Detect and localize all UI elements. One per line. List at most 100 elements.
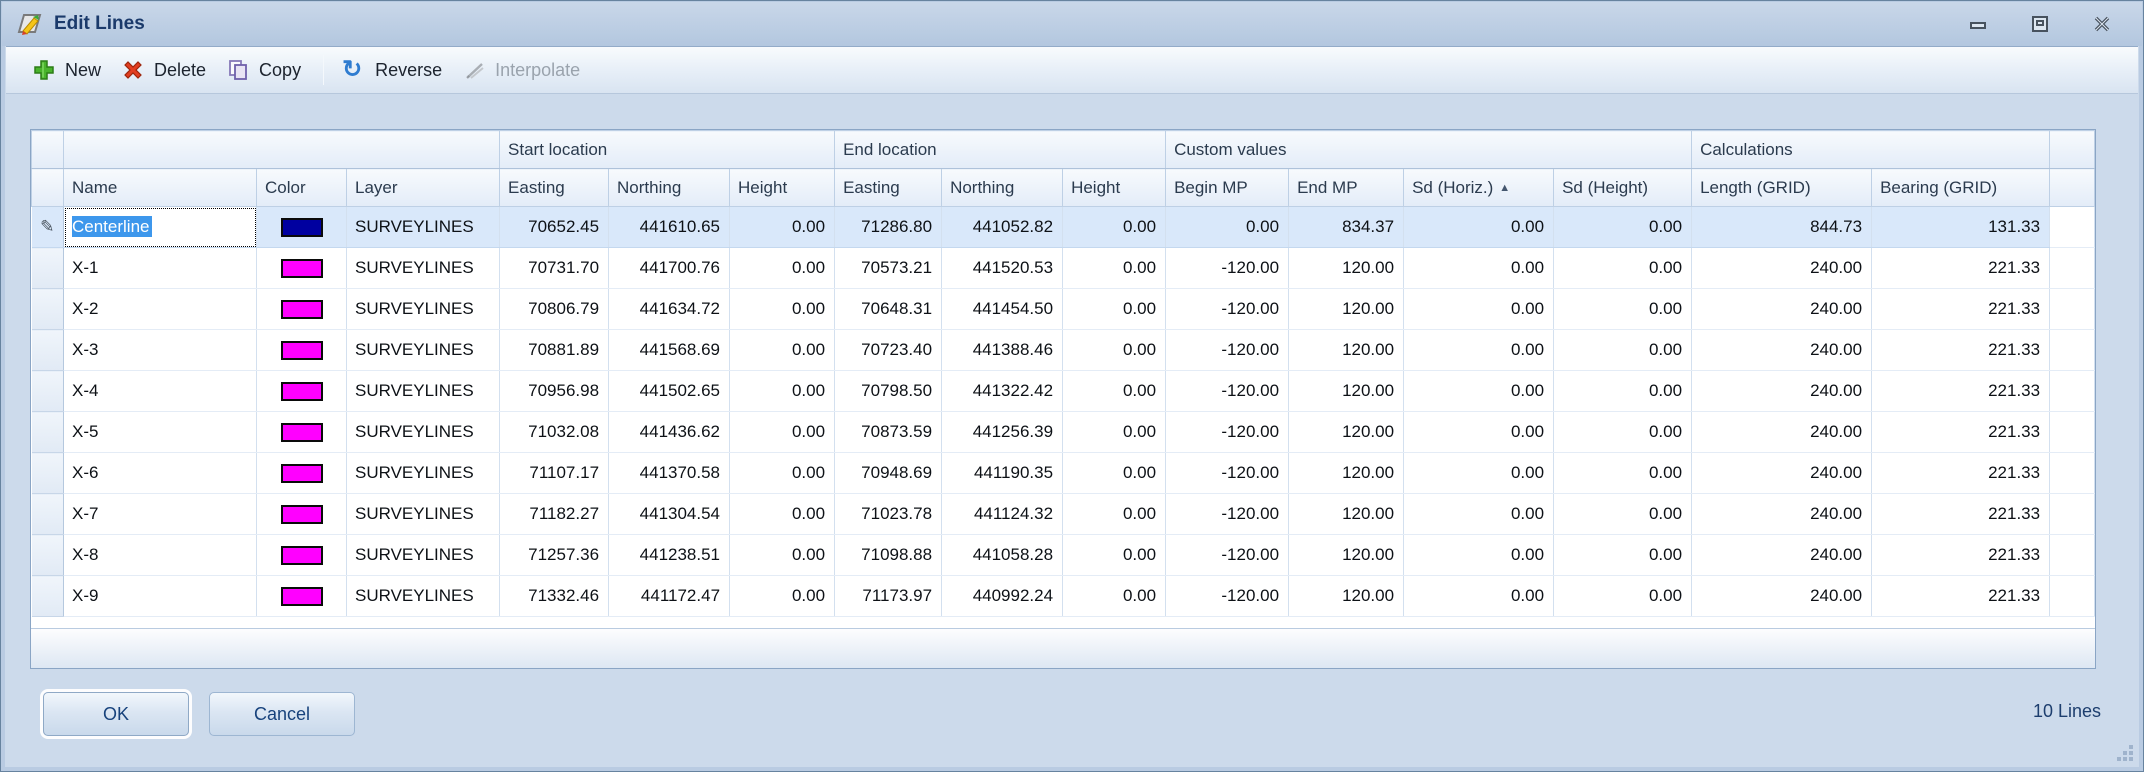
- table-row[interactable]: X-6 SURVEYLINES 71107.17 441370.58 0.00 …: [31, 452, 2095, 494]
- sd-height-cell[interactable]: 0.00: [1553, 452, 1693, 494]
- end-northing-cell[interactable]: 441520.53: [941, 247, 1064, 289]
- end-mp-cell[interactable]: 120.00: [1288, 370, 1405, 412]
- name-cell[interactable]: X-5: [63, 411, 257, 453]
- start-height-cell[interactable]: 0.00: [729, 370, 836, 412]
- end-mp-cell[interactable]: 120.00: [1288, 534, 1405, 576]
- start-easting-cell[interactable]: 71257.36: [499, 534, 610, 576]
- end-height-cell[interactable]: 0.00: [1062, 247, 1167, 289]
- sd-height-cell[interactable]: 0.00: [1553, 370, 1693, 412]
- start-northing-cell[interactable]: 441634.72: [608, 288, 731, 330]
- start-easting-cell[interactable]: 70652.45: [499, 206, 610, 248]
- sd-horiz-cell[interactable]: 0.00: [1403, 575, 1555, 617]
- end-mp-cell[interactable]: 120.00: [1288, 288, 1405, 330]
- start-height-cell[interactable]: 0.00: [729, 247, 836, 289]
- start-easting-cell[interactable]: 70731.70: [499, 247, 610, 289]
- table-row[interactable]: X-1 SURVEYLINES 70731.70 441700.76 0.00 …: [31, 247, 2095, 289]
- end-mp-cell[interactable]: 120.00: [1288, 411, 1405, 453]
- end-northing-cell[interactable]: 441058.28: [941, 534, 1064, 576]
- color-cell[interactable]: [256, 575, 347, 617]
- col-color[interactable]: Color: [256, 168, 347, 207]
- name-cell[interactable]: X-2: [63, 288, 257, 330]
- col-start-height[interactable]: Height: [729, 168, 836, 207]
- sd-horiz-cell[interactable]: 0.00: [1403, 452, 1555, 494]
- sd-horiz-cell[interactable]: 0.00: [1403, 411, 1555, 453]
- table-row[interactable]: X-3 SURVEYLINES 70881.89 441568.69 0.00 …: [31, 329, 2095, 371]
- length-grid-cell[interactable]: 240.00: [1691, 534, 1873, 576]
- start-northing-cell[interactable]: 441304.54: [608, 493, 731, 535]
- sd-height-cell[interactable]: 0.00: [1553, 411, 1693, 453]
- start-easting-cell[interactable]: 71107.17: [499, 452, 610, 494]
- start-easting-cell[interactable]: 70806.79: [499, 288, 610, 330]
- band-calculations[interactable]: Calculations: [1691, 130, 2051, 169]
- bearing-grid-cell[interactable]: 221.33: [1871, 370, 2051, 412]
- end-easting-cell[interactable]: 70873.59: [834, 411, 943, 453]
- start-easting-cell[interactable]: 70881.89: [499, 329, 610, 371]
- layer-cell[interactable]: SURVEYLINES: [346, 493, 501, 535]
- end-northing-cell[interactable]: 441124.32: [941, 493, 1064, 535]
- length-grid-cell[interactable]: 240.00: [1691, 452, 1873, 494]
- bearing-grid-cell[interactable]: 221.33: [1871, 288, 2051, 330]
- end-mp-cell[interactable]: 120.00: [1288, 575, 1405, 617]
- table-row[interactable]: X-9 SURVEYLINES 71332.46 441172.47 0.00 …: [31, 575, 2095, 617]
- length-grid-cell[interactable]: 240.00: [1691, 575, 1873, 617]
- start-northing-cell[interactable]: 441568.69: [608, 329, 731, 371]
- sd-horiz-cell[interactable]: 0.00: [1403, 493, 1555, 535]
- end-height-cell[interactable]: 0.00: [1062, 206, 1167, 248]
- start-height-cell[interactable]: 0.00: [729, 288, 836, 330]
- begin-mp-cell[interactable]: -120.00: [1165, 288, 1290, 330]
- end-easting-cell[interactable]: 70798.50: [834, 370, 943, 412]
- length-grid-cell[interactable]: 240.00: [1691, 370, 1873, 412]
- layer-cell[interactable]: SURVEYLINES: [346, 206, 501, 248]
- table-row[interactable]: X-2 SURVEYLINES 70806.79 441634.72 0.00 …: [31, 288, 2095, 330]
- bearing-grid-cell[interactable]: 221.33: [1871, 329, 2051, 371]
- col-sd-height[interactable]: Sd (Height): [1553, 168, 1693, 207]
- start-height-cell[interactable]: 0.00: [729, 493, 836, 535]
- col-start-northing[interactable]: Northing: [608, 168, 731, 207]
- start-height-cell[interactable]: 0.00: [729, 329, 836, 371]
- end-mp-cell[interactable]: 120.00: [1288, 329, 1405, 371]
- sd-height-cell[interactable]: 0.00: [1553, 206, 1693, 248]
- bearing-grid-cell[interactable]: 221.33: [1871, 411, 2051, 453]
- close-button[interactable]: [2084, 9, 2120, 39]
- col-end-mp[interactable]: End MP: [1288, 168, 1405, 207]
- layer-cell[interactable]: SURVEYLINES: [346, 534, 501, 576]
- end-northing-cell[interactable]: 441190.35: [941, 452, 1064, 494]
- length-grid-cell[interactable]: 240.00: [1691, 493, 1873, 535]
- name-cell[interactable]: X-3: [63, 329, 257, 371]
- name-cell[interactable]: X-4: [63, 370, 257, 412]
- ok-button[interactable]: OK: [43, 692, 189, 736]
- end-height-cell[interactable]: 0.00: [1062, 370, 1167, 412]
- bearing-grid-cell[interactable]: 131.33: [1871, 206, 2051, 248]
- resize-grip[interactable]: [2115, 743, 2135, 763]
- end-height-cell[interactable]: 0.00: [1062, 452, 1167, 494]
- band-custom-values[interactable]: Custom values: [1165, 130, 1693, 169]
- bearing-grid-cell[interactable]: 221.33: [1871, 247, 2051, 289]
- table-row[interactable]: ✎ Centerline SURVEYLINES 70652.45 441610…: [31, 206, 2095, 248]
- begin-mp-cell[interactable]: 0.00: [1165, 206, 1290, 248]
- end-northing-cell[interactable]: 441256.39: [941, 411, 1064, 453]
- color-cell[interactable]: [256, 247, 347, 289]
- end-easting-cell[interactable]: 70648.31: [834, 288, 943, 330]
- sd-height-cell[interactable]: 0.00: [1553, 493, 1693, 535]
- end-easting-cell[interactable]: 70948.69: [834, 452, 943, 494]
- col-bearing-grid[interactable]: Bearing (GRID): [1871, 168, 2051, 207]
- begin-mp-cell[interactable]: -120.00: [1165, 493, 1290, 535]
- end-northing-cell[interactable]: 441454.50: [941, 288, 1064, 330]
- end-height-cell[interactable]: 0.00: [1062, 411, 1167, 453]
- color-cell[interactable]: [256, 452, 347, 494]
- layer-cell[interactable]: SURVEYLINES: [346, 575, 501, 617]
- length-grid-cell[interactable]: 240.00: [1691, 411, 1873, 453]
- begin-mp-cell[interactable]: -120.00: [1165, 411, 1290, 453]
- color-cell[interactable]: [256, 534, 347, 576]
- end-easting-cell[interactable]: 71286.80: [834, 206, 943, 248]
- col-length-grid[interactable]: Length (GRID): [1691, 168, 1873, 207]
- sd-horiz-cell[interactable]: 0.00: [1403, 288, 1555, 330]
- start-height-cell[interactable]: 0.00: [729, 452, 836, 494]
- color-cell[interactable]: [256, 329, 347, 371]
- band-start-location[interactable]: Start location: [499, 130, 836, 169]
- end-easting-cell[interactable]: 70573.21: [834, 247, 943, 289]
- layer-cell[interactable]: SURVEYLINES: [346, 370, 501, 412]
- table-row[interactable]: X-7 SURVEYLINES 71182.27 441304.54 0.00 …: [31, 493, 2095, 535]
- sd-height-cell[interactable]: 0.00: [1553, 247, 1693, 289]
- col-end-northing[interactable]: Northing: [941, 168, 1064, 207]
